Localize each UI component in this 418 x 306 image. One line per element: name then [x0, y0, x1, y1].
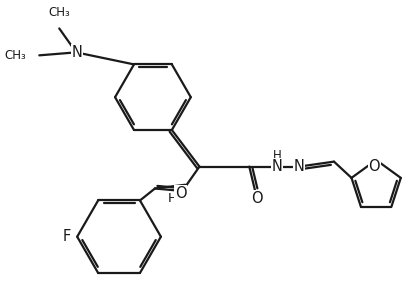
- Text: O: O: [368, 159, 380, 174]
- Text: N: N: [294, 159, 305, 174]
- Text: O: O: [175, 186, 187, 201]
- Text: N: N: [272, 159, 283, 174]
- Text: F: F: [63, 229, 71, 244]
- Text: H: H: [273, 149, 282, 162]
- Text: CH₃: CH₃: [5, 49, 26, 62]
- Text: N: N: [72, 45, 83, 60]
- Text: O: O: [252, 191, 263, 206]
- Text: CH₃: CH₃: [48, 6, 70, 20]
- Text: HN: HN: [167, 192, 187, 205]
